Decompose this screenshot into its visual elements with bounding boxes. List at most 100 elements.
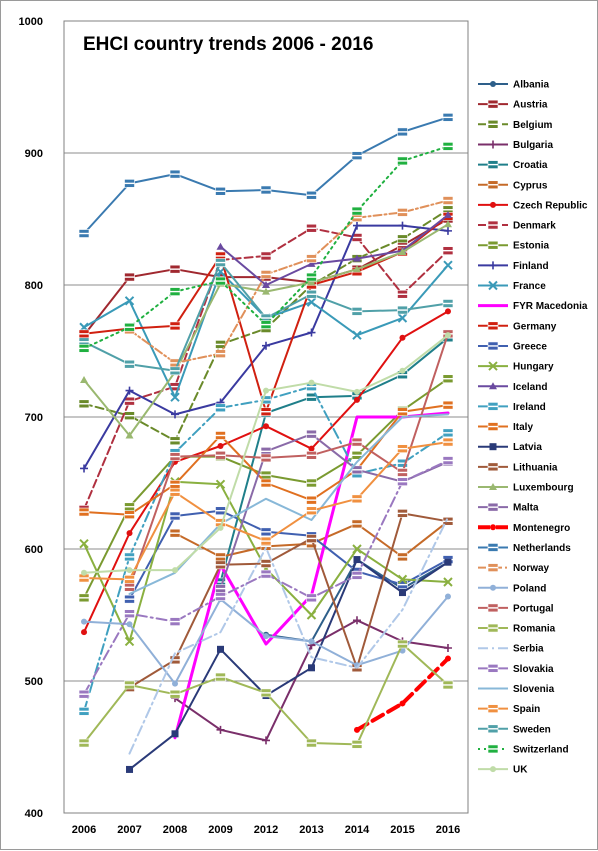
data-point xyxy=(487,664,499,673)
data-point xyxy=(215,349,226,358)
data-point xyxy=(397,509,408,518)
legend-entry: Portugal xyxy=(478,603,554,614)
series-line xyxy=(128,509,449,601)
data-point xyxy=(397,477,408,486)
series-line xyxy=(128,512,449,689)
series-hungary xyxy=(79,476,453,647)
data-point xyxy=(308,379,315,386)
data-point xyxy=(171,410,180,419)
data-point xyxy=(487,422,499,431)
data-point xyxy=(78,399,90,409)
data-point xyxy=(124,502,135,512)
data-point xyxy=(169,487,181,497)
legend-entry: Switzerland xyxy=(478,744,569,755)
legend-label: Finland xyxy=(513,261,549,272)
legend-label: Sweden xyxy=(513,724,551,735)
y-tick-label: 500 xyxy=(25,676,43,688)
data-point xyxy=(216,242,225,250)
data-point xyxy=(169,287,181,296)
legend: Albania Austria Belgium Bulgaria Croatia Cypr… xyxy=(478,80,588,776)
data-point xyxy=(124,359,135,369)
data-point xyxy=(487,724,499,734)
data-point xyxy=(124,272,135,282)
data-point xyxy=(489,261,497,270)
legend-label: Greece xyxy=(513,341,547,352)
legend-entry: Spain xyxy=(478,704,540,715)
series-czech-republic xyxy=(81,308,451,636)
legend-entry: Cyprus xyxy=(478,180,548,191)
data-point xyxy=(444,593,451,600)
data-point xyxy=(215,258,226,267)
data-point xyxy=(490,201,496,208)
data-point xyxy=(351,450,363,460)
data-point xyxy=(260,320,272,329)
legend-entry: Sweden xyxy=(478,724,551,735)
data-point xyxy=(306,506,317,516)
legend-entry: Czech Republic xyxy=(478,200,588,211)
data-point xyxy=(443,211,452,219)
data-point xyxy=(260,270,272,279)
data-point xyxy=(124,552,135,562)
legend-entry: Italy xyxy=(478,422,533,433)
legend-label: Slovenia xyxy=(513,684,555,695)
data-point xyxy=(398,248,407,255)
data-point xyxy=(124,322,135,332)
data-point xyxy=(78,229,90,238)
series-serbia xyxy=(128,516,449,755)
data-point xyxy=(78,707,90,716)
data-point xyxy=(443,577,453,587)
data-point xyxy=(351,519,363,529)
series-switzerland xyxy=(78,142,454,353)
data-point xyxy=(490,81,496,87)
data-point xyxy=(126,567,133,574)
legend-entry: Hungary xyxy=(478,361,554,373)
data-point xyxy=(169,511,181,521)
data-point xyxy=(443,220,452,228)
data-point xyxy=(169,321,181,331)
data-point xyxy=(124,510,135,519)
data-point xyxy=(307,278,316,286)
data-point xyxy=(489,443,497,451)
legend-label: Romania xyxy=(513,624,556,635)
series-spain xyxy=(78,437,454,584)
legend-entry: Norway xyxy=(478,563,550,574)
legend-entry: Belgium xyxy=(478,120,553,131)
data-point xyxy=(171,730,179,738)
legend-entry: Lithuania xyxy=(478,462,558,473)
legend-label: Lithuania xyxy=(513,462,558,473)
legend-label: Iceland xyxy=(513,382,547,393)
data-point xyxy=(306,534,317,543)
series-latvia xyxy=(126,556,452,773)
data-point xyxy=(351,151,363,160)
data-point xyxy=(215,276,226,286)
data-point xyxy=(487,502,499,512)
data-point xyxy=(443,644,452,652)
legend-entry: Malta xyxy=(478,503,539,514)
legend-label: Luxembourg xyxy=(513,483,574,494)
chart-title: EHCI country trends 2006 - 2016 xyxy=(83,34,373,55)
data-point xyxy=(260,453,272,463)
data-point xyxy=(215,506,226,516)
data-point xyxy=(306,450,317,460)
data-point xyxy=(215,450,226,460)
data-point xyxy=(397,289,408,299)
data-point xyxy=(306,495,317,505)
data-point xyxy=(78,507,90,517)
data-point xyxy=(351,571,363,580)
data-point xyxy=(487,180,499,190)
data-point xyxy=(78,344,90,353)
data-point xyxy=(124,582,135,592)
y-tick-label: 700 xyxy=(25,412,43,424)
data-point xyxy=(126,765,134,773)
data-point xyxy=(169,436,181,446)
data-point xyxy=(169,452,181,461)
series-sweden xyxy=(78,258,454,376)
series-romania xyxy=(78,639,454,749)
legend-entry: Ireland xyxy=(478,402,546,413)
data-point xyxy=(124,636,135,647)
legend-entry: Greece xyxy=(478,341,547,352)
legend-label: Denmark xyxy=(513,221,556,232)
data-point xyxy=(487,160,499,169)
data-point xyxy=(172,567,179,574)
